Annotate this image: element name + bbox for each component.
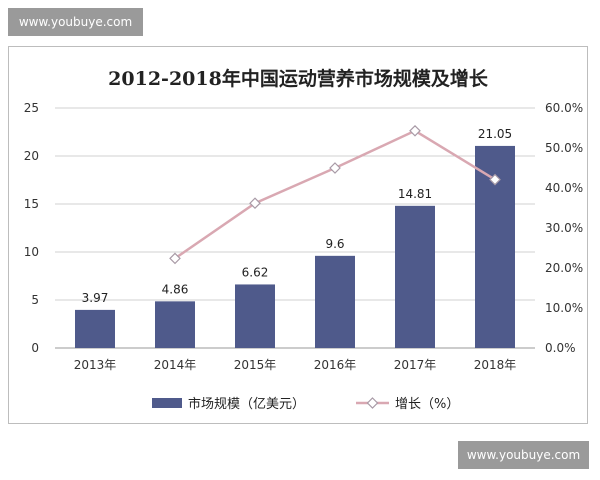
- growth-point: [409, 124, 421, 137]
- legend-bar-swatch: [152, 398, 182, 408]
- right-tick-label: 60.0%: [545, 101, 583, 115]
- right-tick-label: 50.0%: [545, 141, 583, 155]
- x-tick-label: 2017年: [394, 358, 437, 372]
- chart: 2012-2018年中国运动营养市场规模及增长 0 5 10 15 20 25 0.0% 1…: [24, 67, 583, 412]
- bar-value-label: 4.86: [162, 282, 189, 296]
- x-axis-ticks: 2013年 2014年 2015年 2016年 2017年 2018年: [74, 358, 517, 372]
- left-tick-label: 5: [31, 293, 39, 307]
- legend-line-marker: [366, 397, 379, 409]
- chart-title: 2012-2018年中国运动营养市场规模及增长: [108, 67, 489, 90]
- right-tick-label: 10.0%: [545, 301, 583, 315]
- bar: [75, 309, 115, 348]
- bar: [155, 301, 195, 348]
- chart-frame: 2012-2018年中国运动营养市场规模及增长 0 5 10 15 20 25 0.0% 1…: [8, 46, 588, 424]
- bar-value-label: 9.6: [325, 237, 344, 251]
- right-axis-ticks: 0.0% 10.0% 20.0% 30.0% 40.0% 50.0% 60.0%: [545, 101, 583, 355]
- bar: [395, 205, 435, 348]
- left-tick-label: 0: [31, 341, 39, 355]
- bar-value-label: 14.81: [398, 187, 432, 201]
- watermark-top: www.youbuye.com: [8, 8, 143, 36]
- left-tick-label: 25: [24, 101, 39, 115]
- legend: 市场规模（亿美元） 增长（%）: [152, 396, 459, 412]
- left-axis-ticks: 0 5 10 15 20 25: [24, 101, 39, 355]
- bar-series: [75, 145, 515, 348]
- right-tick-label: 20.0%: [545, 261, 583, 275]
- line-series: [169, 124, 501, 265]
- left-tick-label: 10: [24, 245, 39, 259]
- x-tick-label: 2013年: [74, 358, 117, 372]
- bar: [235, 284, 275, 348]
- x-tick-label: 2016年: [314, 358, 357, 372]
- legend-bar-label: 市场规模（亿美元）: [188, 396, 305, 412]
- right-tick-label: 40.0%: [545, 181, 583, 195]
- left-tick-label: 20: [24, 149, 39, 163]
- bar-value-label: 6.62: [242, 265, 269, 279]
- bar-value-label: 3.97: [82, 291, 109, 305]
- x-tick-label: 2015年: [234, 358, 277, 372]
- bar-labels: 3.97 4.86 6.62 9.6 14.81 21.05: [82, 127, 513, 305]
- x-tick-label: 2014年: [154, 358, 197, 372]
- legend-line-label: 增长（%）: [395, 397, 459, 412]
- gridlines: [55, 107, 535, 349]
- growth-point: [489, 173, 501, 186]
- right-tick-label: 30.0%: [545, 221, 583, 235]
- growth-point: [249, 197, 261, 210]
- right-tick-label: 0.0%: [545, 341, 576, 355]
- growth-point: [169, 252, 181, 265]
- bar: [315, 255, 355, 348]
- growth-point: [329, 162, 341, 174]
- bar-value-label: 21.05: [478, 127, 512, 141]
- left-tick-label: 15: [24, 197, 39, 211]
- x-tick-label: 2018年: [474, 358, 517, 372]
- watermark-bottom: www.youbuye.com: [458, 441, 589, 469]
